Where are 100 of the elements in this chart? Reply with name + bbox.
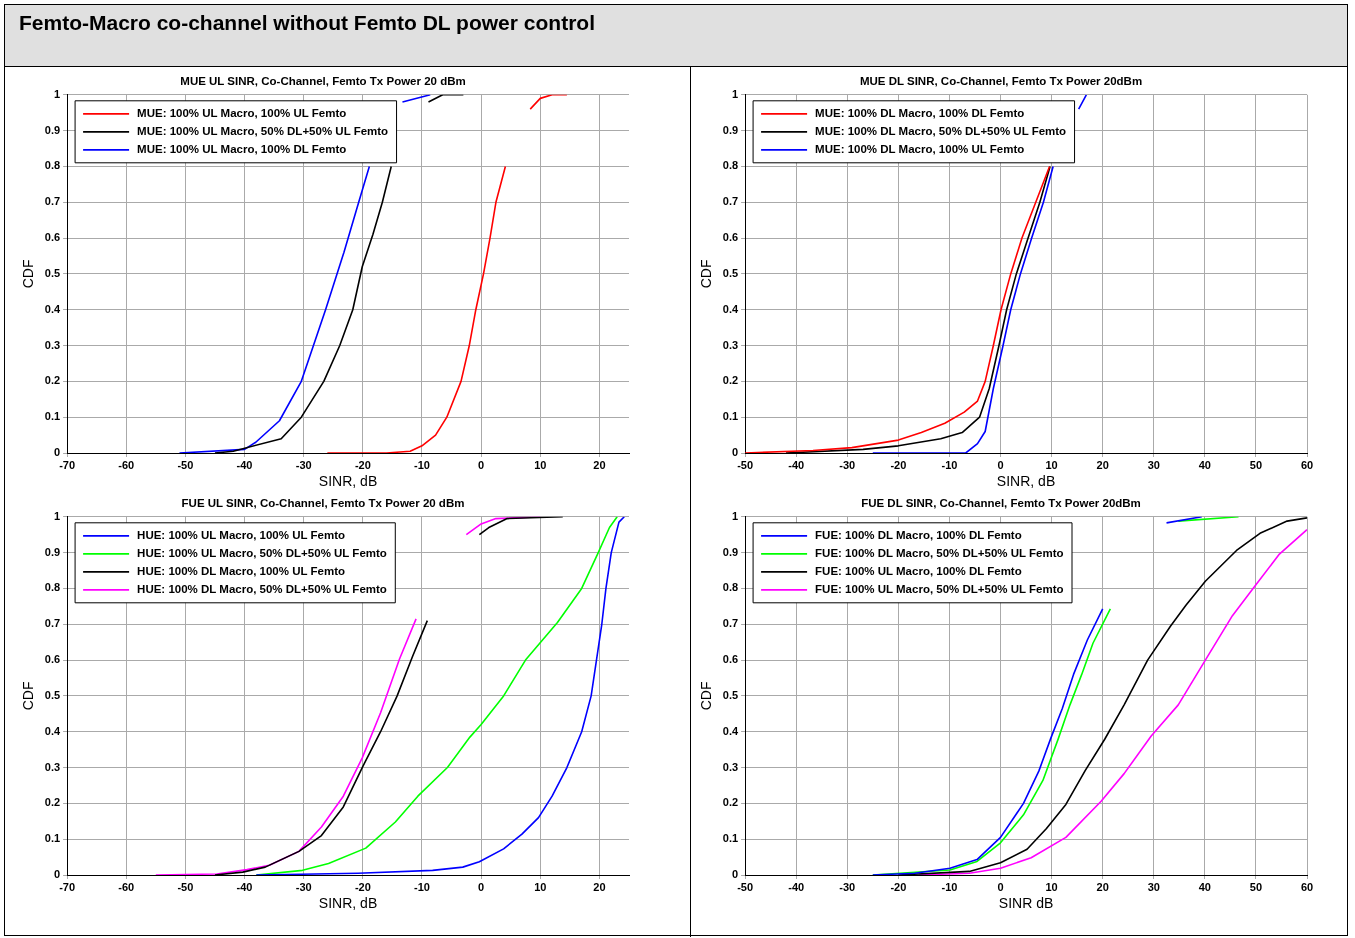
y-tick-label: 0.4 bbox=[44, 724, 61, 737]
y-tick-label: 0.1 bbox=[722, 832, 739, 845]
legend-label: MUE: 100% UL Macro, 50% DL+50% UL Femto bbox=[137, 124, 389, 137]
x-tick-label: -70 bbox=[59, 880, 76, 893]
y-tick-label: 0.1 bbox=[722, 410, 739, 423]
x-tick-label: -30 bbox=[295, 880, 312, 893]
chart-title: FUE UL SINR, Co-Channel, Femto Tx Power 20 dBm bbox=[181, 497, 465, 510]
legend-label: HUE: 100% UL Macro, 50% DL+50% UL Femto bbox=[137, 546, 387, 559]
y-tick-label: 0 bbox=[731, 868, 739, 881]
x-tick-label: 20 bbox=[1096, 880, 1109, 893]
y-tick-label: 0 bbox=[53, 868, 61, 881]
y-tick-label: 0.7 bbox=[44, 617, 61, 630]
x-tick-label: -20 bbox=[890, 880, 907, 893]
legend-label: FUE: 100% DL Macro, 100% DL Femto bbox=[815, 528, 1022, 541]
x-tick-label: -60 bbox=[118, 458, 135, 471]
y-tick-label: 0.2 bbox=[44, 796, 61, 809]
x-tick-label: -50 bbox=[177, 458, 194, 471]
y-axis-title: CDF bbox=[698, 259, 715, 289]
x-tick-label: 0 bbox=[478, 880, 485, 893]
x-axis-title: SINR, dB bbox=[318, 895, 378, 912]
x-tick-label: 60 bbox=[1300, 458, 1314, 471]
legend-label: MUE: 100% UL Macro, 100% UL Femto bbox=[137, 106, 347, 119]
x-tick-label: -30 bbox=[295, 458, 312, 471]
x-tick-label: 40 bbox=[1198, 880, 1211, 893]
x-tick-label: 30 bbox=[1147, 458, 1160, 471]
x-tick-label: -20 bbox=[354, 880, 371, 893]
legend-label: FUE: 100% UL Macro, 50% DL+50% UL Femto bbox=[815, 582, 1064, 595]
y-tick-label: 0.8 bbox=[44, 159, 61, 172]
legend-label: MUE: 100% DL Macro, 100% DL Femto bbox=[815, 106, 1025, 119]
y-tick-label: 0 bbox=[731, 446, 739, 459]
legend-label: FUE: 100% DL Macro, 50% DL+50% UL Femto bbox=[815, 546, 1064, 559]
y-tick-label: 0.3 bbox=[722, 760, 739, 773]
y-tick-label: 0.2 bbox=[722, 374, 739, 387]
x-tick-label: -50 bbox=[737, 880, 754, 893]
y-tick-label: 0.7 bbox=[722, 195, 739, 208]
x-tick-label: -40 bbox=[236, 880, 253, 893]
x-tick-label: 50 bbox=[1249, 458, 1263, 471]
x-tick-label: -10 bbox=[941, 880, 958, 893]
x-tick-label: 20 bbox=[593, 458, 606, 471]
y-tick-label: 1 bbox=[731, 87, 739, 100]
y-tick-label: 0.9 bbox=[722, 123, 739, 136]
x-tick-label: -20 bbox=[890, 458, 907, 471]
legend-label: FUE: 100% UL Macro, 100% DL Femto bbox=[815, 564, 1022, 577]
y-tick-label: 0.2 bbox=[44, 374, 61, 387]
y-tick-label: 0.6 bbox=[722, 653, 739, 666]
y-tick-label: 0.7 bbox=[44, 195, 61, 208]
x-tick-label: -70 bbox=[59, 458, 76, 471]
y-tick-label: 0.5 bbox=[722, 266, 739, 279]
x-tick-label: -10 bbox=[414, 458, 430, 471]
x-tick-label: -60 bbox=[118, 880, 135, 893]
y-tick-label: 0.8 bbox=[44, 581, 61, 594]
y-tick-label: 0.5 bbox=[44, 266, 61, 279]
y-tick-label: 0.6 bbox=[44, 231, 61, 244]
x-tick-label: 10 bbox=[1045, 880, 1058, 893]
x-tick-label: 30 bbox=[1147, 880, 1160, 893]
x-tick-label: 10 bbox=[534, 880, 547, 893]
text: Femto-Macro co-channel without Femto DL power control bbox=[19, 11, 596, 35]
x-tick-label: -30 bbox=[839, 880, 856, 893]
x-tick-label: 0 bbox=[997, 458, 1004, 471]
y-tick-label: 0.7 bbox=[722, 617, 739, 630]
y-tick-label: 0 bbox=[53, 446, 61, 459]
x-tick-label: -40 bbox=[788, 458, 805, 471]
x-tick-label: 10 bbox=[534, 458, 547, 471]
y-axis-title: CDF bbox=[20, 259, 37, 289]
y-tick-label: 0.4 bbox=[44, 302, 61, 315]
x-tick-label: -50 bbox=[177, 880, 194, 893]
y-tick-label: 0.3 bbox=[722, 338, 739, 351]
x-tick-label: -20 bbox=[354, 458, 371, 471]
y-tick-label: 0.2 bbox=[722, 796, 739, 809]
y-tick-label: 0.9 bbox=[44, 545, 61, 558]
x-tick-label: 50 bbox=[1249, 880, 1263, 893]
y-tick-label: 0.8 bbox=[722, 581, 739, 594]
legend-label: MUE: 100% DL Macro, 100% UL Femto bbox=[815, 142, 1025, 155]
y-tick-label: 0.6 bbox=[44, 653, 61, 666]
x-tick-label: -40 bbox=[788, 880, 805, 893]
y-tick-label: 0.4 bbox=[722, 724, 739, 737]
y-tick-label: 0.1 bbox=[44, 410, 61, 423]
legend-label: HUE: 100% UL Macro, 100% UL Femto bbox=[137, 528, 346, 541]
y-tick-label: 0.3 bbox=[44, 760, 61, 773]
x-tick-label: 0 bbox=[478, 458, 485, 471]
chart-title: MUE UL SINR, Co-Channel, Femto Tx Power 20 dBm bbox=[180, 75, 466, 88]
y-axis-title: CDF bbox=[20, 681, 37, 711]
y-tick-label: 1 bbox=[731, 509, 739, 522]
x-tick-label: -40 bbox=[236, 458, 253, 471]
y-tick-label: 0.6 bbox=[722, 231, 739, 244]
x-tick-label: 20 bbox=[593, 880, 606, 893]
x-tick-label: -10 bbox=[941, 458, 958, 471]
x-tick-label: -30 bbox=[839, 458, 856, 471]
y-axis-title: CDF bbox=[698, 681, 715, 711]
y-tick-label: 0.4 bbox=[722, 302, 739, 315]
y-tick-label: 1 bbox=[53, 509, 61, 522]
x-tick-label: 40 bbox=[1198, 458, 1211, 471]
legend-label: HUE: 100% DL Macro, 50% DL+50% UL Femto bbox=[137, 582, 387, 595]
x-axis-title: SINR, dB bbox=[318, 473, 378, 490]
y-tick-label: 0.5 bbox=[44, 688, 61, 701]
legend-label: MUE: 100% DL Macro, 50% DL+50% UL Femto bbox=[815, 124, 1067, 137]
y-tick-label: 0.9 bbox=[722, 545, 739, 558]
x-tick-label: 10 bbox=[1045, 458, 1058, 471]
x-tick-label: -10 bbox=[414, 880, 430, 893]
x-tick-label: 20 bbox=[1096, 458, 1109, 471]
